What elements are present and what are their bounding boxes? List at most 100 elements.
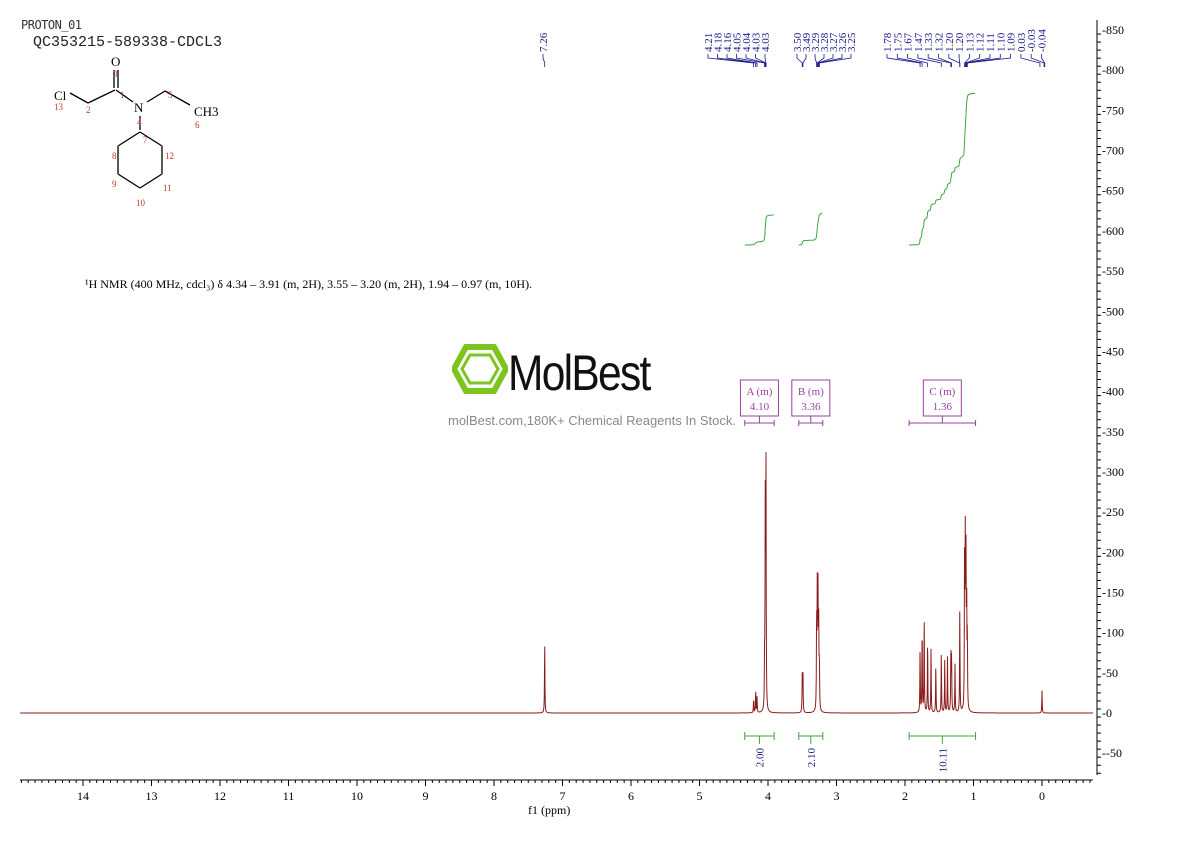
peak-label: 1.78	[882, 32, 894, 52]
svg-text:4: 4	[137, 117, 142, 127]
x-tick-label: 4	[765, 789, 771, 803]
peak-label-leader	[1041, 54, 1046, 67]
molbest-logo-icon	[452, 344, 508, 394]
peak-label-leader	[1020, 54, 1041, 67]
peak-label-leader	[966, 54, 1001, 67]
x-tick-label: 6	[628, 789, 634, 803]
peak-label: 3.25	[846, 32, 858, 52]
peak-label: 1.20	[944, 32, 956, 52]
peak-label: 4.21	[703, 33, 715, 52]
peak-label-leader	[816, 54, 825, 67]
x-tick-label: 5	[697, 789, 703, 803]
peak-label: 1.32	[934, 33, 946, 52]
peak-label: 3.28	[819, 32, 831, 52]
peak-label: 1.10	[995, 32, 1007, 52]
peak-label: 3.29	[810, 32, 822, 52]
atom-o: O	[111, 54, 120, 69]
y-tick-label: -450	[1102, 344, 1124, 358]
peak-label: 0.03	[1016, 32, 1028, 52]
svg-text:2: 2	[86, 105, 91, 115]
integral-value: 10.11	[937, 748, 949, 772]
x-tick-label: 11	[283, 789, 295, 803]
svg-text:13: 13	[54, 102, 64, 112]
atom-ch3: CH3	[194, 104, 219, 119]
integral-value: 2.00	[754, 748, 766, 768]
peak-label-leader	[745, 54, 766, 67]
y-tick-label: -500	[1102, 304, 1124, 318]
x-axis-label: f1 (ppm)	[528, 803, 571, 817]
peak-label-leader	[814, 54, 818, 67]
atom-cl: Cl	[54, 88, 67, 103]
svg-text:10: 10	[136, 198, 146, 208]
y-tick-label: -300	[1102, 465, 1124, 479]
x-tick-label: 10	[351, 789, 363, 803]
y-tick-label: -350	[1102, 425, 1124, 439]
watermark-tagline: molBest.com,180K+ Chemical Reagents In S…	[448, 413, 736, 428]
multiplet-label: B (m)	[798, 386, 824, 398]
peak-label: 1.33	[923, 32, 935, 52]
integral-value: 2.10	[806, 748, 818, 768]
experiment-name: PROTON_01	[21, 18, 82, 32]
x-tick-label: 8	[491, 789, 497, 803]
peak-label: 4.04	[741, 32, 753, 52]
peak-label-leader	[948, 54, 961, 67]
y-tick-label: -600	[1102, 224, 1124, 238]
integral-curve	[744, 214, 774, 246]
peak-label: 1.09	[1006, 32, 1018, 52]
svg-text:1: 1	[120, 90, 125, 100]
peak-label: 7.26	[538, 32, 550, 52]
peak-label: 4.05	[732, 32, 744, 52]
peak-label-leader	[965, 54, 991, 67]
peak-label-leader	[938, 54, 952, 67]
peak-label-leader	[907, 54, 929, 67]
y-tick-label: -700	[1102, 144, 1124, 158]
nmr-description: ¹H NMR (400 MHz, cdcl₃) δ 4.34 – 3.91 (m…	[85, 277, 533, 291]
multiplet-shift: 1.36	[933, 401, 953, 413]
peak-label-leader	[896, 54, 923, 67]
x-tick-label: 13	[146, 789, 158, 803]
y-tick-label: -550	[1102, 264, 1124, 278]
peak-label: 3.50	[792, 32, 804, 52]
peak-label: 3.26	[837, 32, 849, 52]
spectrum-trace	[20, 452, 1093, 714]
y-tick-label: -850	[1102, 23, 1124, 37]
x-tick-label: 2	[902, 789, 908, 803]
y-tick-label: -800	[1102, 63, 1124, 77]
peak-label: -0.03	[1026, 29, 1038, 52]
svg-text:6: 6	[195, 120, 200, 130]
peak-label-leader	[802, 54, 807, 67]
multiplet-shift: 4.10	[750, 401, 770, 413]
peak-label-leader	[796, 54, 803, 67]
x-tick-label: 1	[971, 789, 977, 803]
peak-label: 1.67	[903, 32, 915, 52]
watermark-brand: MolBest	[508, 345, 651, 401]
svg-text:3: 3	[113, 69, 118, 79]
x-tick-label: 0	[1039, 789, 1045, 803]
peak-label: 1.13	[964, 32, 976, 52]
svg-text:8: 8	[112, 151, 117, 161]
peak-label-leader	[886, 54, 921, 67]
peak-label-leader	[726, 54, 758, 67]
peak-label-leader	[927, 54, 952, 67]
peak-label-leader	[818, 54, 852, 67]
peak-label: 3.27	[828, 32, 840, 52]
peak-label-leader	[818, 54, 843, 67]
svg-text:11: 11	[163, 183, 172, 193]
peak-label: 1.11	[985, 33, 997, 52]
y-tick-label: -100	[1102, 626, 1124, 640]
y-tick-label: -250	[1102, 505, 1124, 519]
atom-n: N	[134, 100, 144, 115]
y-tick-label: --50	[1102, 746, 1122, 760]
svg-text:5: 5	[168, 90, 173, 100]
peak-label: 1.12	[975, 33, 987, 52]
x-tick-label: 3	[834, 789, 840, 803]
peak-label: 1.20	[954, 32, 966, 52]
y-tick-label: -650	[1102, 184, 1124, 198]
y-tick-label: -750	[1102, 103, 1124, 117]
x-tick-label: 14	[77, 789, 89, 803]
multiplet-shift: 3.36	[801, 401, 821, 413]
y-tick-label: -150	[1102, 585, 1124, 599]
peak-label-leader	[964, 54, 970, 67]
peak-label-leader	[1030, 54, 1045, 67]
